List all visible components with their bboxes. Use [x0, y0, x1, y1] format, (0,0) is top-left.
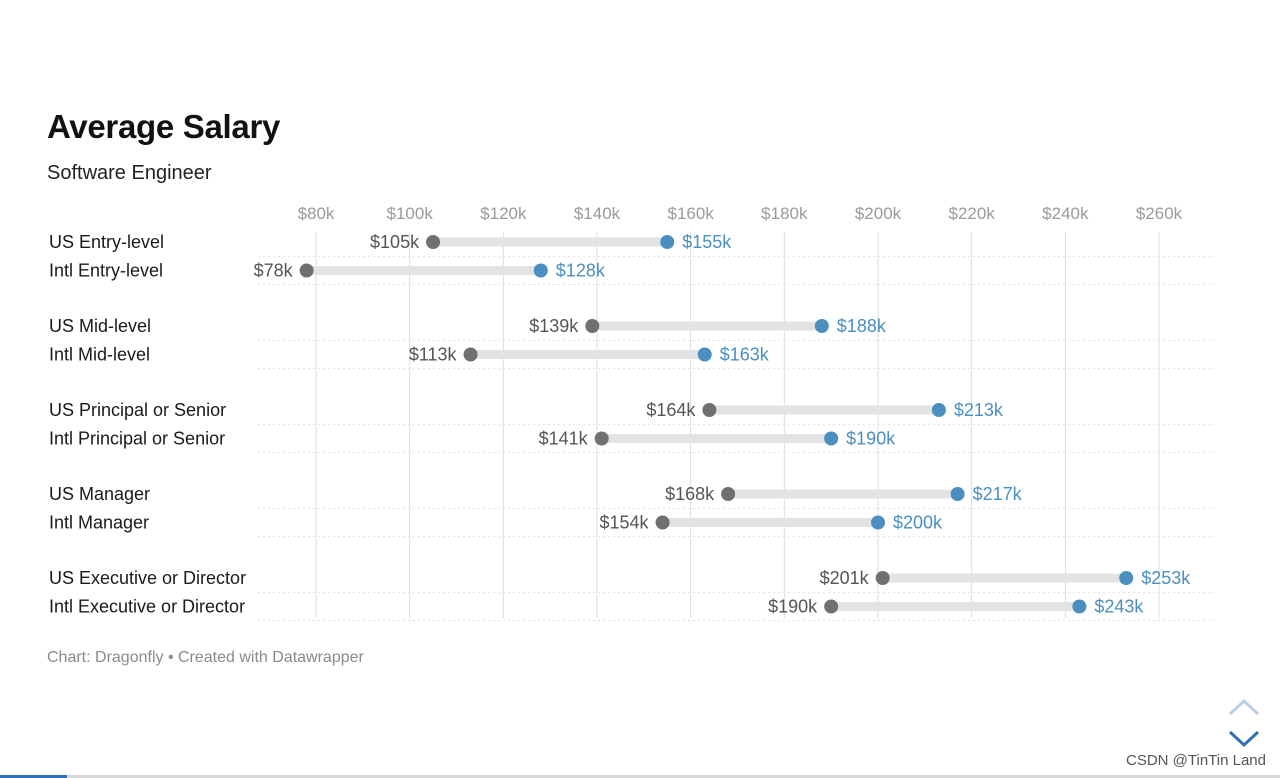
high-value-dot: [533, 263, 548, 278]
high-value-label: $190k: [846, 429, 896, 449]
high-value-label: $155k: [682, 232, 732, 252]
category-label: US Executive or Director: [49, 568, 246, 588]
category-label: US Principal or Senior: [49, 400, 226, 420]
high-value-dot: [871, 515, 885, 530]
category-label: Intl Entry-level: [49, 261, 163, 281]
category-label: US Entry-level: [49, 232, 164, 252]
chart-title: Average Salary: [47, 108, 281, 145]
high-value-dot: [950, 487, 965, 501]
salary-range-chart: $80k $100k $120k $140k $160k $180k $200k $220k $…: [49, 204, 1214, 621]
high-value-label: $253k: [1141, 568, 1191, 588]
category-label: Intl Executive or Director: [49, 597, 245, 617]
high-value-dot: [697, 347, 712, 362]
high-value-dot: [660, 235, 675, 249]
x-tick-label: $140k: [574, 204, 621, 223]
chevron-up-icon: [1228, 698, 1260, 716]
low-value-label: $168k: [665, 484, 715, 504]
x-tick-label: $100k: [387, 204, 434, 223]
high-value-label: $163k: [720, 345, 770, 365]
low-value-dot: [875, 571, 890, 585]
low-value-dot: [463, 347, 478, 362]
scroll-down-button[interactable]: [1226, 728, 1262, 750]
high-value-dot: [814, 319, 829, 333]
x-tick-label: $240k: [1042, 204, 1089, 223]
x-tick-label: $120k: [480, 204, 527, 223]
x-tick-label: $260k: [1136, 204, 1183, 223]
low-value-dot: [702, 403, 717, 417]
low-value-label: $190k: [768, 597, 818, 617]
x-tick-label: $180k: [761, 204, 808, 223]
category-label: Intl Manager: [49, 513, 149, 533]
low-value-label: $78k: [254, 261, 294, 281]
category-label: Intl Mid-level: [49, 345, 150, 365]
x-tick-label: $80k: [298, 204, 335, 223]
scroll-up-button[interactable]: [1226, 696, 1262, 718]
low-value-label: $164k: [646, 400, 696, 420]
category-label: Intl Principal or Senior: [49, 429, 225, 449]
low-value-label: $105k: [370, 232, 420, 252]
low-value-dot: [585, 319, 600, 333]
high-value-label: $213k: [954, 400, 1004, 420]
high-value-label: $243k: [1094, 597, 1144, 617]
x-tick-label: $220k: [949, 204, 996, 223]
low-value-label: $113k: [409, 345, 458, 365]
low-value-label: $141k: [539, 429, 589, 449]
high-value-label: $217k: [973, 484, 1023, 504]
category-label: US Mid-level: [49, 316, 151, 336]
low-value-dot: [426, 235, 441, 249]
chevron-down-icon: [1228, 730, 1260, 748]
high-value-dot: [931, 403, 946, 417]
x-tick-label: $160k: [668, 204, 715, 223]
high-value-dot: [1072, 599, 1087, 614]
high-value-label: $188k: [837, 316, 887, 336]
high-value-dot: [824, 431, 839, 446]
watermark: CSDN @TinTin Land: [1126, 752, 1266, 769]
low-value-dot: [594, 431, 609, 446]
high-value-label: $128k: [556, 261, 606, 281]
chart-subtitle: Software Engineer: [47, 162, 212, 184]
low-value-label: $201k: [820, 568, 870, 588]
low-value-label: $139k: [529, 316, 579, 336]
chart-footer: Chart: Dragonfly • Created with Datawrap…: [47, 649, 364, 666]
x-tick-label: $200k: [855, 204, 902, 223]
page-progress-fill: [0, 775, 67, 778]
low-value-dot: [824, 599, 839, 614]
page-progress-track: [0, 775, 1280, 778]
low-value-dot: [655, 515, 670, 530]
high-value-label: $200k: [893, 513, 943, 533]
high-value-dot: [1119, 571, 1134, 585]
category-label: US Manager: [49, 484, 150, 504]
low-value-label: $154k: [600, 513, 650, 533]
low-value-dot: [721, 487, 736, 501]
low-value-dot: [299, 263, 314, 278]
